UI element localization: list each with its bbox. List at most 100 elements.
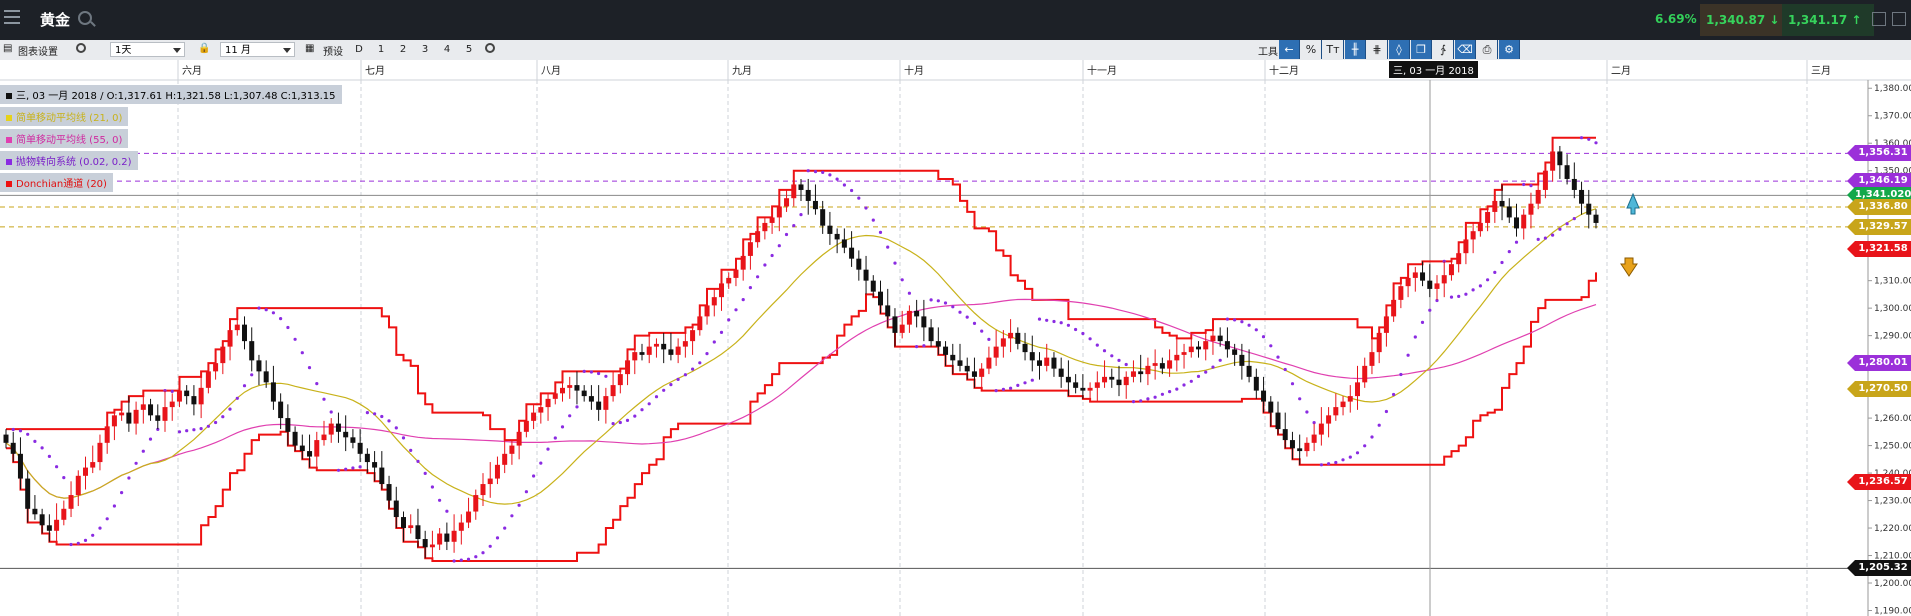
- candle-body: [1203, 341, 1209, 350]
- candle-body: [335, 423, 341, 432]
- text-tool[interactable]: Tт: [1323, 40, 1344, 59]
- candle-body: [516, 431, 522, 446]
- legend-sma21[interactable]: 简单移动平均线 (21, 0): [0, 107, 129, 126]
- legend-psar[interactable]: 抛物转向系统 (0.02, 0.2): [0, 151, 138, 170]
- candle-body: [1470, 231, 1476, 240]
- psar-dot: [1507, 250, 1511, 254]
- psar-dot: [315, 382, 319, 386]
- calendar-icon[interactable]: ▦: [305, 43, 315, 54]
- psar-dot: [611, 422, 615, 426]
- candle-body: [1015, 332, 1021, 344]
- candle-body: [769, 217, 775, 223]
- psar-dot: [69, 542, 73, 547]
- legend-donchian[interactable]: Donchian通道 (20): [0, 173, 113, 192]
- candle-body: [429, 544, 435, 548]
- psar-dot: [1240, 320, 1244, 324]
- period-tab[interactable]: 4: [443, 44, 451, 55]
- candle-body: [950, 354, 956, 361]
- indicator-tool-icon[interactable]: ∱: [1433, 40, 1454, 59]
- bid-price-button[interactable]: 1,340.87 ↓: [1700, 4, 1792, 36]
- vertical-lines-tool-icon[interactable]: ╫: [1345, 40, 1366, 59]
- interval-select[interactable]: 1天: [110, 42, 185, 57]
- psar-dot: [344, 467, 348, 471]
- window-maximize-icon[interactable]: [1892, 12, 1906, 26]
- candle-body: [1427, 280, 1433, 289]
- psar-dot: [1088, 337, 1092, 341]
- percent-tool[interactable]: %: [1301, 40, 1322, 59]
- candle-body: [986, 357, 992, 369]
- candle-body: [1521, 214, 1527, 229]
- candle-body: [184, 390, 190, 397]
- candle-body: [1326, 415, 1332, 424]
- candle-body: [610, 385, 616, 397]
- chevron-down-icon: [283, 48, 291, 53]
- chart-settings-label[interactable]: 图表设置: [18, 47, 58, 58]
- psar-dot: [1175, 387, 1179, 391]
- back-arrow-tool-icon[interactable]: ←: [1279, 40, 1300, 59]
- chart-settings-icon[interactable]: ▤: [3, 43, 13, 54]
- candle-body: [1333, 407, 1339, 416]
- psar-dot: [1261, 335, 1266, 339]
- psar-dot: [1587, 137, 1591, 141]
- candle-body: [242, 324, 247, 342]
- period-tab[interactable]: 1: [377, 44, 385, 55]
- chart-settings-tool-icon[interactable]: ⚙: [1499, 40, 1520, 59]
- ask-price: 1,341.17: [1788, 13, 1848, 27]
- buy-arrow-icon: [1626, 192, 1640, 215]
- layers-tool-icon[interactable]: ❐: [1411, 40, 1432, 59]
- candle-body: [1087, 387, 1093, 391]
- lock-icon[interactable]: 🔒: [198, 43, 211, 54]
- psar-dot: [127, 476, 131, 480]
- price-chart[interactable]: 六月 七月 八月 九月 十月 十一月 十二月 二月 三月 1,190.00 1,200.00 1,21…: [0, 60, 1911, 616]
- period-tab[interactable]: 3: [421, 44, 429, 55]
- candle-body: [1492, 200, 1498, 212]
- psar-dot: [474, 555, 478, 559]
- psar-dot: [481, 551, 485, 555]
- period-select[interactable]: 11 月: [220, 42, 295, 57]
- settings-gear-icon[interactable]: [76, 43, 86, 53]
- search-icon[interactable]: [78, 11, 92, 25]
- legend-sma55[interactable]: 简单移动平均线 (55, 0): [0, 129, 129, 148]
- candle-body: [1420, 272, 1426, 281]
- psar-dot: [1211, 365, 1215, 369]
- candle-body: [415, 525, 421, 540]
- psar-dot: [777, 244, 781, 248]
- ask-price-button[interactable]: 1,341.17 ↑: [1782, 4, 1874, 36]
- candle-body: [885, 305, 891, 317]
- psar-dot: [1290, 382, 1295, 386]
- period-tab[interactable]: 5: [465, 44, 473, 55]
- candle-body: [25, 478, 31, 509]
- preset-label[interactable]: 预设: [323, 47, 343, 58]
- psar-dot: [1457, 294, 1461, 298]
- candle-body: [762, 222, 768, 232]
- period-tab[interactable]: D: [355, 44, 363, 55]
- psar-dot: [235, 396, 239, 400]
- psar-dot: [1543, 236, 1547, 240]
- psar-dot: [1536, 237, 1540, 241]
- candle-body: [292, 431, 298, 446]
- candle-body: [1102, 376, 1108, 383]
- print-icon[interactable]: ⎙: [1477, 40, 1498, 59]
- draw-tool-icon[interactable]: ⋕: [1367, 40, 1388, 59]
- candle-body: [1398, 286, 1404, 300]
- psar-dot: [351, 466, 355, 470]
- eraser-tool-icon[interactable]: ⌫: [1455, 40, 1476, 59]
- hamburger-menu-icon[interactable]: [4, 10, 20, 24]
- candle-body: [661, 343, 667, 350]
- psar-dot: [582, 369, 586, 373]
- period-tab[interactable]: 2: [399, 44, 407, 55]
- psar-dot: [1413, 335, 1417, 339]
- candle-body: [133, 409, 139, 424]
- psar-dot: [1558, 227, 1562, 231]
- candle-tool-icon[interactable]: ◊: [1389, 40, 1410, 59]
- psar-dot: [430, 485, 434, 489]
- period-settings-gear-icon[interactable]: [485, 43, 495, 53]
- candle-body: [625, 360, 631, 375]
- psar-dot: [676, 377, 680, 381]
- psar-dot: [1341, 458, 1345, 462]
- instrument-name[interactable]: 黄金: [40, 11, 71, 29]
- legend-ohlc: 三, 03 一月 2018 / O:1,317.61 H:1,321.58 L:…: [0, 85, 342, 104]
- window-minimize-icon[interactable]: [1872, 12, 1886, 26]
- psar-dot: [18, 429, 23, 433]
- candle-body: [227, 330, 233, 347]
